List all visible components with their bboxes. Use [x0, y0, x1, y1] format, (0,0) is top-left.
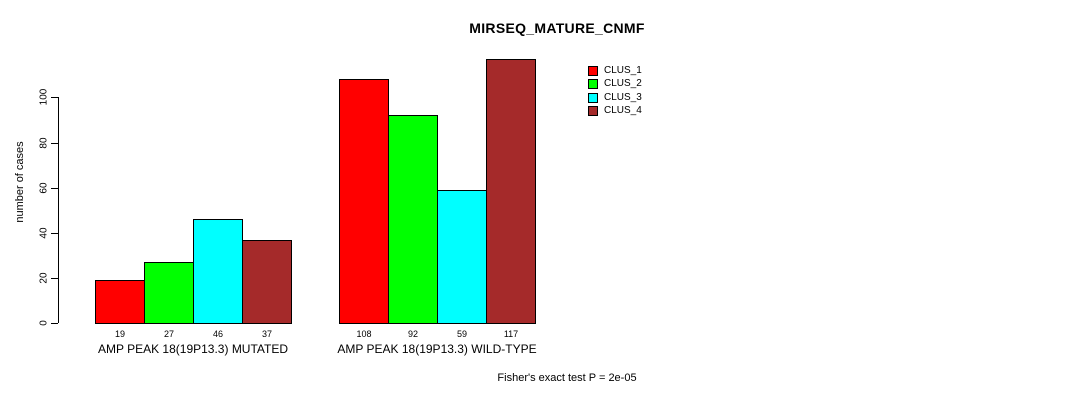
y-tick-label: 60	[38, 182, 50, 194]
legend-swatch-clus_3	[588, 92, 598, 103]
bar-clus_2-group1	[144, 262, 194, 324]
y-tick-mark	[51, 188, 58, 189]
legend-swatch-clus_4	[588, 105, 598, 116]
bar-value-label: 92	[407, 329, 419, 339]
bar-value-label: 37	[261, 329, 273, 339]
legend-label: CLUS_2	[604, 78, 642, 90]
y-tick-mark	[51, 233, 58, 234]
bar-value-label: 27	[163, 329, 175, 339]
group-label-2: AMP PEAK 18(19P13.3) WILD-TYPE	[337, 342, 537, 356]
y-tick-mark	[51, 143, 58, 144]
legend-label: CLUS_3	[604, 91, 642, 103]
y-tick-mark	[51, 97, 58, 98]
chart-title: MIRSEQ_MATURE_CNMF	[469, 20, 645, 36]
y-tick-label: 80	[38, 137, 50, 149]
y-axis-line	[58, 97, 59, 323]
bar-value-label: 46	[212, 329, 224, 339]
fisher-test-annotation: Fisher's exact test P = 2e-05	[497, 372, 637, 384]
legend-swatch-clus_2	[588, 79, 598, 90]
y-tick-label: 20	[38, 272, 50, 284]
group-label-1: AMP PEAK 18(19P13.3) MUTATED	[97, 342, 289, 356]
legend-label: CLUS_1	[604, 65, 642, 76]
bar-clus_2-group2	[388, 115, 438, 324]
y-tick-label: 0	[38, 320, 50, 326]
y-tick-label: 40	[38, 227, 50, 239]
legend-label: CLUS_4	[604, 104, 642, 116]
y-tick-mark	[51, 323, 58, 324]
bar-value-label: 108	[356, 329, 372, 339]
bar-clus_4-group2	[486, 59, 536, 324]
bar-clus_1-group2	[339, 79, 389, 324]
bar-clus_1-group1	[95, 280, 145, 324]
bar-clus_4-group1	[242, 240, 292, 324]
legend-swatch-clus_1	[588, 66, 598, 76]
y-tick-label: 100	[38, 88, 50, 106]
bar-clus_3-group2	[437, 190, 487, 324]
bar-value-label: 19	[114, 329, 126, 339]
y-tick-mark	[51, 278, 58, 279]
bar-clus_3-group1	[193, 219, 243, 324]
bar-value-label: 117	[503, 329, 519, 339]
y-axis-label: number of cases	[14, 141, 26, 223]
bar-value-label: 59	[456, 329, 468, 339]
